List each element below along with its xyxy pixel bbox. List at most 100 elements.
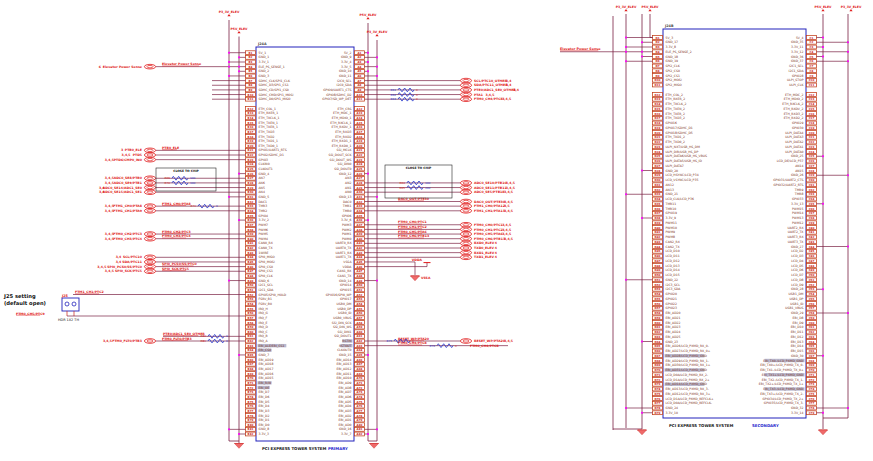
pin-number: D61 <box>655 325 661 329</box>
pin-name: GPIO9/UART1_CTS <box>323 88 351 92</box>
pin-number: D7 <box>655 64 659 68</box>
pin-name: GPIO7/SD_WP_DET <box>322 97 351 101</box>
pin-name: EBI_D2 <box>259 414 270 418</box>
pin-number: A51 <box>357 288 363 292</box>
pin-number: D54 <box>655 292 661 296</box>
pin-name: GND_26 <box>791 173 804 177</box>
pin-number: C10 <box>809 78 815 82</box>
pin-number: C72 <box>809 378 815 382</box>
pin-name: EBI_D9 <box>793 321 804 325</box>
pin-name: SPI2_CS0 <box>666 69 680 73</box>
pin-name: EBI_TX2+/LCD_PXMD_TX_1+ <box>759 382 804 386</box>
junction-dot <box>376 66 378 68</box>
pin-name: IRQ_C <box>259 330 268 334</box>
pin-number: C54 <box>809 292 815 296</box>
pin-number: B82 <box>248 432 254 436</box>
pin-name: ETH_COL_1 <box>259 107 277 111</box>
pin-number: A17 <box>357 130 363 134</box>
pin-number: C70 <box>809 368 815 372</box>
pin-name: EBI_AD22 <box>666 321 681 325</box>
net-label: PTD5 <box>133 153 142 157</box>
pin-name: GND_10 <box>339 69 352 73</box>
pin-name: GPIO4 <box>259 214 269 218</box>
net-label: FTM0_CH6/PTB13 <box>474 237 505 241</box>
pin-number: B70 <box>248 376 254 380</box>
pin-number: D26 <box>655 159 661 163</box>
net-label-icon <box>460 83 471 88</box>
pin-name: SPI0_CS0 <box>259 265 273 269</box>
pin-name: SSI_DOUT_SCK <box>328 153 352 157</box>
pin-number: C32 <box>809 188 815 192</box>
junction-dot <box>367 70 369 72</box>
pin-number: B51 <box>248 288 254 292</box>
page-refs: 3 <box>121 148 123 152</box>
ground-icon <box>638 430 647 435</box>
pin-name: ETH_RXD3 <box>335 130 351 134</box>
pin-name: AN1 <box>345 186 351 190</box>
pin-number: D34 <box>655 197 661 201</box>
pin-number: B2 <box>249 55 253 59</box>
pin-name: CLKOUT0 <box>337 348 351 352</box>
pin-name: GND_19 <box>666 59 679 63</box>
junction-dot <box>238 354 240 356</box>
junction-dot <box>641 341 643 343</box>
pin-name: CLKIN0 <box>259 162 270 166</box>
pin-number: D19 <box>655 126 661 130</box>
pin-number: A46 <box>357 265 363 269</box>
pin-number: C58 <box>809 311 815 315</box>
pin-number: A11 <box>357 97 363 101</box>
pin-name: ULPI_DATA2 <box>785 140 803 144</box>
pin-name: EBI_ALE/EBI_CS1 <box>259 344 285 348</box>
wire-label: RESET_WP/PTA20 <box>398 337 430 341</box>
pin-number: A27 <box>357 176 363 180</box>
power-flag-icon <box>375 34 378 36</box>
pin-name: ETH_TXEN_1 <box>259 121 279 125</box>
junction-dot <box>822 155 824 157</box>
pin-number: D58 <box>655 311 661 315</box>
pin-number: D25 <box>655 154 661 158</box>
pin-number: B80 <box>248 423 254 427</box>
pin-name: TMR10 <box>665 207 677 211</box>
pin-name: SSI_DOUT1 <box>334 334 351 338</box>
pin-number: B58 <box>248 321 254 325</box>
resistor-value: 100 <box>425 181 431 185</box>
junction-dot <box>625 407 627 409</box>
pin-name: EBI_AD27/LCD_PXMD_RX_0+ <box>666 349 711 353</box>
pin-number: B36 <box>248 218 254 222</box>
wire-label: PTE0/ADC1_SE0_OTHER <box>163 332 205 336</box>
pin-name: LCD_D1A/LCD_PXMD_REFCLK+ <box>666 397 715 401</box>
pin-name: GPIO3 <box>259 158 269 162</box>
pin-number: B21 <box>248 148 254 152</box>
pin-name: TMR11 <box>665 202 677 206</box>
pin-number: D42 <box>655 235 661 239</box>
pin-name: SDHC_CLK/SPI1_CLK <box>259 79 291 83</box>
pin-number: D22 <box>655 140 661 144</box>
pin-name: GND_28 <box>791 287 804 291</box>
pin-number: D45 <box>655 249 661 253</box>
pin-name: EBI_AD16 <box>259 372 274 376</box>
pin-name: SSI_DIN1 <box>338 330 352 334</box>
pin-name: GPIO1/UART1_RTS <box>259 148 287 152</box>
pin-number: A38 <box>357 228 363 232</box>
pin-number: D56 <box>655 302 661 306</box>
power-flag-icon <box>366 17 369 19</box>
pin-number: A77 <box>357 409 363 413</box>
net-label: FTM0_CH0/PTC1 <box>474 223 503 227</box>
pin-number: B45 <box>248 260 254 264</box>
pin-number: C1 <box>810 36 814 40</box>
pin-name: PWM11 <box>666 221 678 225</box>
pin-name: 5V_2 <box>344 51 352 55</box>
resistor-ref: R63 <box>390 97 396 101</box>
page-refs: 3,4 <box>116 260 122 264</box>
pin-name: USB0_ID <box>338 311 352 315</box>
pin-number: C73 <box>809 382 815 386</box>
pin-number: C18 <box>809 121 815 125</box>
pin-number: C11 <box>809 83 815 87</box>
pin-number: D29 <box>655 173 661 177</box>
wire-label: SPI0_PCS0/SS/PTC0 <box>162 262 198 266</box>
pin-name: LCD_D8 <box>791 278 803 282</box>
pin-number: A73 <box>357 390 363 394</box>
pin-number: B48 <box>248 274 254 278</box>
pin-name: EBI_AD19 <box>259 358 274 362</box>
pin-name: EBI_AD24 <box>666 330 681 334</box>
